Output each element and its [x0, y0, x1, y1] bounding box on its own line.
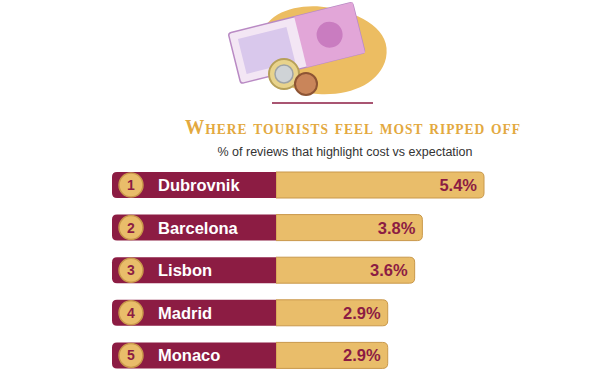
rank: 2: [127, 220, 135, 236]
category-label: Barcelona: [158, 219, 239, 237]
label-block: [112, 257, 276, 283]
bar: [276, 257, 415, 283]
label-block: [112, 172, 276, 198]
rank: 3: [127, 262, 135, 278]
money-illustration: [228, 2, 387, 103]
chart-container: Where tourists feel most ripped off % of …: [0, 0, 606, 390]
title: Where tourists feel most ripped off: [185, 116, 521, 138]
value-label: 2.9%: [343, 304, 381, 322]
bar: [276, 215, 422, 241]
category-label: Lisbon: [158, 261, 212, 279]
label-block: [112, 215, 276, 241]
rank-badge: [119, 173, 143, 197]
coin-center: [275, 65, 293, 83]
rank-badge: [119, 301, 143, 325]
bar: [276, 172, 484, 198]
divider: [272, 102, 373, 104]
value-label: 3.8%: [378, 219, 416, 237]
row-labels: [112, 172, 276, 368]
value-label: 3.6%: [370, 261, 408, 279]
rank-badge: [119, 216, 143, 240]
category-label: Monaco: [158, 346, 220, 364]
rank: 1: [127, 177, 135, 193]
category-label: Dubrovnik: [158, 176, 240, 194]
bars: [276, 172, 484, 368]
rank-badge: [119, 343, 143, 367]
subtitle: % of reviews that highlight cost vs expe…: [218, 145, 473, 159]
rank: 5: [127, 347, 135, 363]
value-label: 5.4%: [439, 176, 477, 194]
category-label: Madrid: [158, 304, 212, 322]
banknote-panel: [294, 2, 365, 67]
bar: [276, 342, 388, 368]
texts: 1 Dubrovnik 5.4% 2 Barcelona 3.8% 3 Lisbon 3.6% 4…: [127, 176, 477, 364]
bar: [276, 300, 388, 326]
label-block: [112, 342, 276, 368]
label-block: [112, 300, 276, 326]
chart-svg: Where tourists feel most ripped off % of …: [0, 0, 606, 390]
rank-badge: [119, 258, 143, 282]
rank: 4: [127, 305, 135, 321]
value-label: 2.9%: [343, 346, 381, 364]
coin: [295, 73, 317, 95]
banknote-emblem: [314, 19, 346, 51]
